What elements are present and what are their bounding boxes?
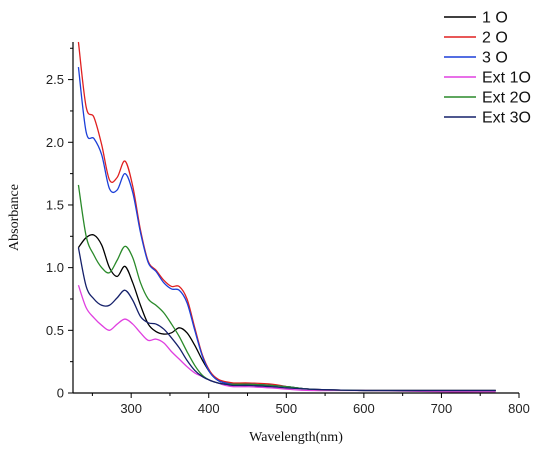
y-tick-label: 1.0 — [46, 260, 64, 275]
x-tick-label: 400 — [198, 401, 220, 416]
x-tick-label: 300 — [120, 401, 142, 416]
series-line-6 — [77, 247, 496, 392]
y-tick-label: 0.5 — [46, 323, 64, 338]
legend-label: 1 O — [482, 10, 508, 27]
legend-label: Ext 2O — [482, 90, 531, 107]
series-line-2 — [77, 41, 496, 392]
y-ticks: 0 0.5 1.0 1.5 2.0 2.5 — [46, 47, 73, 401]
x-tick-label: 700 — [431, 401, 453, 416]
x-tick-label: 500 — [275, 401, 297, 416]
series-line-4 — [77, 284, 496, 393]
legend: 1 O 2 O 3 O Ext 1O Ext 2O Ext 3O — [444, 10, 531, 127]
x-tick-label: 800 — [508, 401, 530, 416]
y-axis-title: Absorbance — [7, 184, 22, 251]
series-line-5 — [77, 184, 496, 392]
legend-label: 3 O — [482, 50, 508, 67]
legend-label: 2 O — [482, 30, 508, 47]
axes — [72, 42, 519, 394]
series-line-1 — [77, 233, 496, 392]
series-layer — [77, 41, 496, 393]
y-tick-label: 2.5 — [46, 72, 64, 87]
x-tick-label: 600 — [353, 401, 375, 416]
legend-label: Ext 3O — [482, 110, 531, 127]
y-tick-label: 1.5 — [46, 197, 64, 212]
y-tick-label: 2.0 — [46, 135, 64, 150]
legend-label: Ext 1O — [482, 70, 531, 87]
series-line-3 — [77, 66, 496, 392]
x-axis-title: Wavelength(nm) — [249, 430, 343, 445]
y-tick-label: 0 — [57, 386, 64, 401]
x-ticks: 300 400 500 600 700 800 — [91, 393, 530, 416]
